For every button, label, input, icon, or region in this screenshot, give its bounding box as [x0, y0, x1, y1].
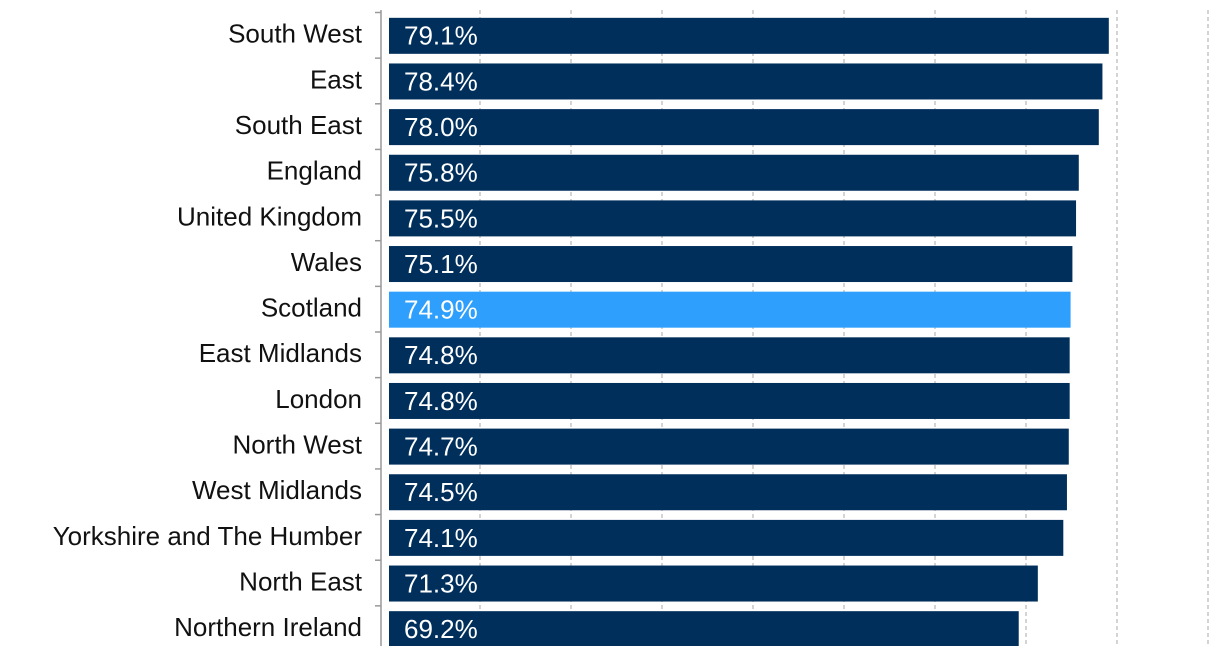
bar [389, 428, 1069, 465]
value-label: 74.8% [404, 340, 478, 370]
value-label: 75.5% [404, 203, 478, 233]
category-label: Yorkshire and The Humber [53, 521, 363, 551]
category-label: West Midlands [192, 475, 362, 505]
value-label: 78.0% [404, 112, 478, 142]
value-label: 71.3% [404, 568, 478, 598]
value-label: 75.8% [404, 158, 478, 188]
category-label: Northern Ireland [174, 612, 362, 642]
category-label: Scotland [261, 293, 362, 323]
category-label: East [310, 64, 363, 94]
value-label: 74.1% [404, 523, 478, 553]
category-label: South East [235, 110, 363, 140]
value-label: 74.8% [404, 386, 478, 416]
value-label: 78.4% [404, 66, 478, 96]
category-label: North West [232, 429, 362, 459]
bar [389, 200, 1077, 237]
value-label: 79.1% [404, 21, 478, 51]
bar [389, 291, 1071, 328]
value-label: 69.2% [404, 614, 478, 644]
bar [389, 17, 1109, 54]
bar [389, 154, 1079, 191]
category-label: North East [239, 566, 363, 596]
bar [389, 246, 1073, 283]
value-label: 75.1% [404, 249, 478, 279]
bar [389, 474, 1067, 511]
bar [389, 565, 1038, 602]
value-label: 74.7% [404, 431, 478, 461]
bar [389, 611, 1019, 646]
category-label: United Kingdom [177, 201, 362, 231]
bar [389, 519, 1064, 556]
bar [389, 337, 1070, 374]
category-label: England [267, 156, 362, 186]
bar [389, 382, 1070, 419]
bar [389, 63, 1103, 100]
category-label: Wales [291, 247, 362, 277]
category-label: London [275, 384, 362, 414]
category-label: East Midlands [199, 338, 362, 368]
value-label: 74.5% [404, 477, 478, 507]
category-label: South West [228, 19, 363, 49]
value-label: 74.9% [404, 295, 478, 325]
bar [389, 109, 1099, 146]
